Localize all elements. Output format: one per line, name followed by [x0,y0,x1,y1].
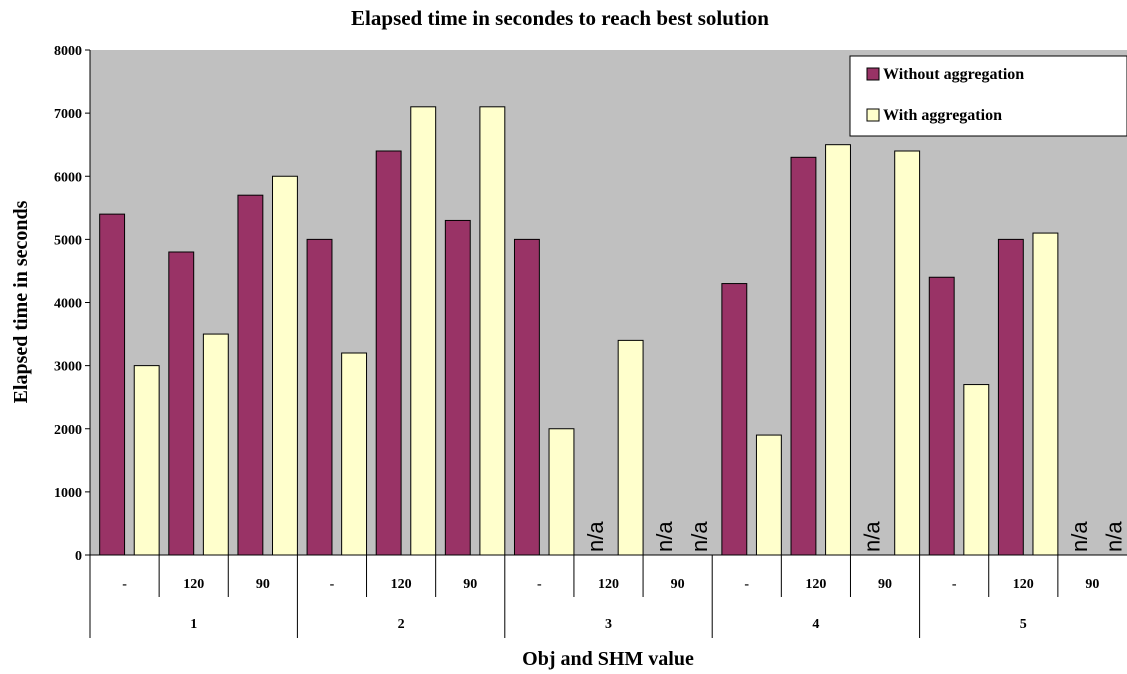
x-axis: - 120 90 1 - 120 90 2 - 120 90 3 - 120 90 4 - 120 90 5 [89,554,1127,638]
x-group-label: 4 [812,617,819,632]
y-axis: 0 1000 2000 3000 4000 5000 6000 7000 8000 [54,44,91,564]
bar-with-aggregation [755,434,782,556]
legend-label-with-aggregation: With aggregation [883,107,1002,124]
missing-value-label: n/a [1067,521,1092,552]
missing-value-label: n/a [652,521,677,552]
bar-with-aggregation [894,150,921,556]
bar-with-aggregation [1032,232,1059,556]
bar-with-aggregation [202,333,229,556]
bar-without-aggregation [237,194,264,556]
y-tick-label: 7000 [54,107,82,122]
missing-value-label: n/a [1102,521,1127,552]
bar-with-aggregation [617,339,644,556]
x-subcategory-label: - [537,577,542,592]
bar-without-aggregation [99,213,126,556]
y-tick-label: 0 [75,549,82,564]
bar-without-aggregation [168,251,195,556]
bar-without-aggregation [790,156,817,556]
bar-without-aggregation [513,238,540,556]
legend-box [849,55,1127,137]
x-group-label: 3 [605,617,612,632]
missing-value-label: n/a [860,521,885,552]
y-tick-label: 6000 [54,170,82,185]
x-subcategory-label: 90 [671,577,685,592]
bar-with-aggregation [548,428,575,556]
bar-with-aggregation [133,365,160,556]
y-axis-label: Elapsed time in seconds [10,200,32,403]
y-tick-label: 8000 [54,44,82,59]
x-subcategory-label: 120 [183,577,204,592]
bar-without-aggregation [997,238,1024,556]
y-tick-label: 4000 [54,297,82,312]
chart-title: Elapsed time in secondes to reach best s… [351,6,769,30]
bar-with-aggregation [825,144,851,556]
bar-without-aggregation [928,276,955,556]
x-subcategory-label: 90 [878,577,892,592]
x-axis-label: Obj and SHM value [522,648,694,670]
legend-label-without-aggregation: Without aggregation [883,66,1024,83]
y-tick-label: 2000 [54,423,82,438]
y-tick-label: 3000 [54,360,82,375]
bar-without-aggregation [444,219,471,556]
bar-with-aggregation [963,384,990,556]
x-subcategory-label: - [122,577,127,592]
legend: Without aggregation With aggregation [849,55,1127,137]
x-subcategory-label: 120 [1013,577,1034,592]
x-group-label: 2 [398,617,405,632]
x-subcategory-label: 90 [256,577,270,592]
bar-without-aggregation [306,238,333,556]
y-tick-label: 5000 [54,233,82,248]
y-tick-label: 1000 [54,486,82,501]
x-subcategory-label: 90 [1085,577,1099,592]
bar-without-aggregation [721,283,748,556]
legend-swatch-with-aggregation [866,108,880,122]
missing-value-label: n/a [687,521,712,552]
x-group-label: 5 [1020,617,1027,632]
missing-value-label: n/a [583,521,608,552]
x-subcategory-label: 120 [598,577,619,592]
bar-with-aggregation [341,352,368,556]
x-subcategory-label: - [952,577,957,592]
bar-with-aggregation [410,106,437,556]
legend-swatch-without-aggregation [866,67,880,81]
x-subcategory-label: 120 [805,577,826,592]
bar-with-aggregation [272,175,298,556]
x-subcategory-label: 120 [391,577,412,592]
x-subcategory-label: - [330,577,335,592]
bar-with-aggregation [479,106,506,556]
x-subcategory-label: - [744,577,749,592]
x-subcategory-label: 90 [463,577,477,592]
x-group-label: 1 [190,617,197,632]
bar-without-aggregation [375,150,402,556]
